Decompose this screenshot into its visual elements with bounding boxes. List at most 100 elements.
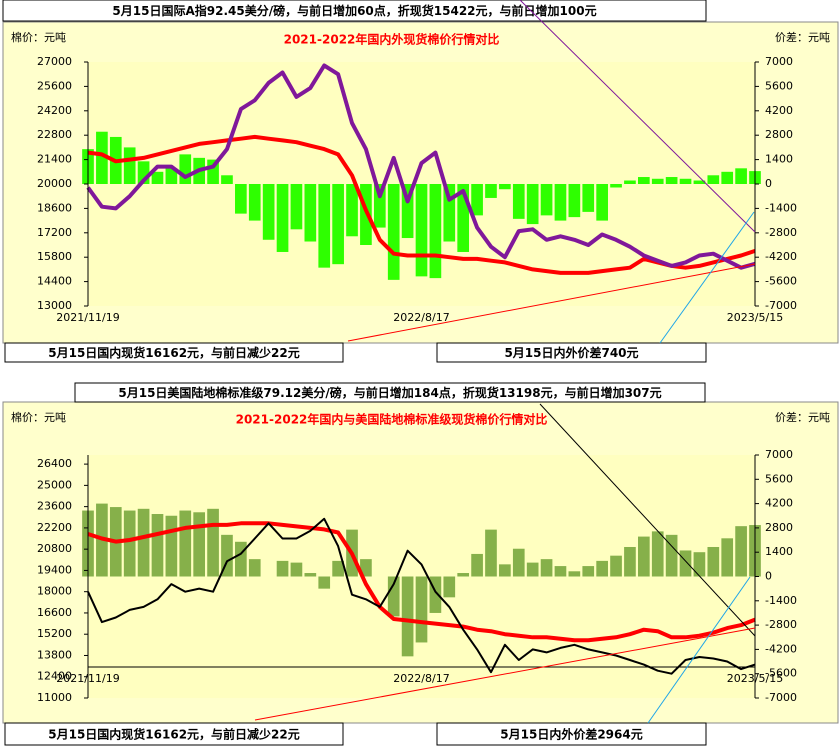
note-text: 5月15日国内现货16162元，与前日减少22元 [48, 727, 300, 742]
spread-bar [290, 562, 303, 577]
spread-bar [304, 573, 317, 577]
note-box [436, 342, 707, 363]
spread-bar [151, 171, 164, 184]
spread-bar [596, 184, 608, 221]
y-tick-label: 25600 [37, 79, 72, 92]
y2-tick-label: -2800 [765, 618, 797, 631]
y-tick-label: 15800 [37, 250, 72, 263]
pointer-line [254, 627, 756, 721]
spread-bar [512, 548, 525, 577]
spread-bar [457, 184, 470, 252]
y-tick-label: 23600 [37, 500, 72, 513]
y2-tick-label: 5600 [765, 472, 793, 485]
y2-tick-label: -2800 [765, 226, 797, 239]
y-tick-label: 27000 [37, 55, 72, 68]
spread-bar [721, 171, 734, 184]
spread-bar [262, 184, 275, 240]
y-tick-label: 22800 [37, 128, 72, 141]
spread-bar [207, 159, 219, 184]
y-tick-label: 20000 [37, 177, 72, 190]
spread-bar [651, 531, 664, 577]
spread-bar [276, 560, 289, 577]
spread-bar [401, 576, 414, 657]
note-text: 5月15日国内现货16162元，与前日减少22元 [48, 345, 300, 360]
note-text: 5月15日内外价差740元 [504, 345, 638, 360]
chart-title: 2021-2022年国内外现货棉价行情对比 [284, 32, 500, 47]
spread-bar [96, 131, 108, 184]
y-tick-label: 14400 [37, 275, 72, 288]
x-tick-label: 2023/5/15 [727, 311, 783, 324]
spread-bar [248, 184, 261, 221]
spread-bar [665, 534, 678, 577]
spread-bar [346, 184, 358, 237]
price-line [86, 63, 756, 270]
spread-bar [179, 510, 192, 577]
spread-bar [193, 512, 206, 577]
note-box [4, 342, 344, 363]
y2-tick-label: 5600 [765, 79, 793, 92]
note-text: 5月15日内外价差2964元 [500, 727, 642, 742]
spread-bar [443, 184, 456, 242]
spread-bar [651, 178, 664, 184]
spread-bar [610, 555, 622, 577]
spread-bar [137, 161, 150, 184]
note-text: 5月15日美国陆地棉标准级79.12美分/磅，与前日增加184点，折现货1319… [118, 385, 661, 400]
y-tick-label: 15200 [37, 627, 72, 640]
x-tick-label: 2022/8/17 [393, 672, 449, 685]
spread-bar [443, 576, 456, 598]
y-tick-label: 18000 [37, 585, 72, 598]
y2-tick-label: 1400 [765, 545, 793, 558]
y2-tick-label: 1400 [765, 153, 793, 166]
pointer-line [659, 211, 755, 344]
spread-bar [554, 184, 567, 221]
y-tick-label: 13000 [37, 299, 72, 312]
y2-tick-label: 7000 [765, 448, 793, 461]
y-tick-label: 17200 [37, 226, 72, 239]
y2-tick-label: -1400 [765, 201, 797, 214]
y-tick-label: 19400 [37, 563, 72, 576]
spread-bar [568, 184, 581, 218]
spread-bar [415, 184, 428, 277]
spread-bar [332, 184, 344, 265]
note-box [2, 0, 707, 22]
spread-bar [554, 566, 567, 577]
spread-bar [568, 571, 581, 577]
spread-bar [499, 564, 511, 577]
spread-bar [471, 184, 483, 216]
spread-bar [471, 553, 483, 577]
spread-bar [429, 576, 442, 613]
y-tick-label: 22200 [37, 521, 72, 534]
y2-tick-label: -7000 [765, 691, 797, 704]
y2-tick-label: 4200 [765, 104, 793, 117]
y2-tick-label: -4200 [765, 642, 797, 655]
y2-tick-label: 0 [765, 570, 772, 583]
spread-bar [485, 529, 497, 577]
pointer-line [539, 403, 756, 637]
chart-title: 2021-2022年国内与美国陆地棉标准级现货棉价行情对比 [236, 412, 548, 427]
note-text: 5月15日国际A指92.45美分/磅，与前日增加60点，折现货15422元，与前… [112, 3, 596, 18]
decor [254, 0, 756, 724]
spread-bar [679, 178, 692, 184]
spread-bar [679, 550, 692, 577]
spread-bar [165, 168, 178, 184]
spread-bar [221, 175, 233, 184]
note-box [74, 382, 706, 403]
price-line [87, 521, 756, 643]
spread-bar [596, 560, 608, 577]
spread-bar [693, 180, 706, 184]
spread-bar [415, 576, 428, 643]
y2-tick-label: 2800 [765, 521, 793, 534]
spread-bar [721, 538, 734, 577]
spread-bar [540, 184, 553, 216]
pointer-line [519, 0, 756, 233]
y-tick-label: 16600 [37, 606, 72, 619]
spread-bar [485, 184, 497, 198]
y2-tick-label: -5600 [765, 667, 797, 680]
spread-bar [637, 536, 650, 577]
spread-bar [526, 562, 539, 577]
spread-bar [235, 184, 247, 214]
spread-bar [457, 573, 470, 577]
y-label: 棉价：元吨 [11, 30, 66, 44]
